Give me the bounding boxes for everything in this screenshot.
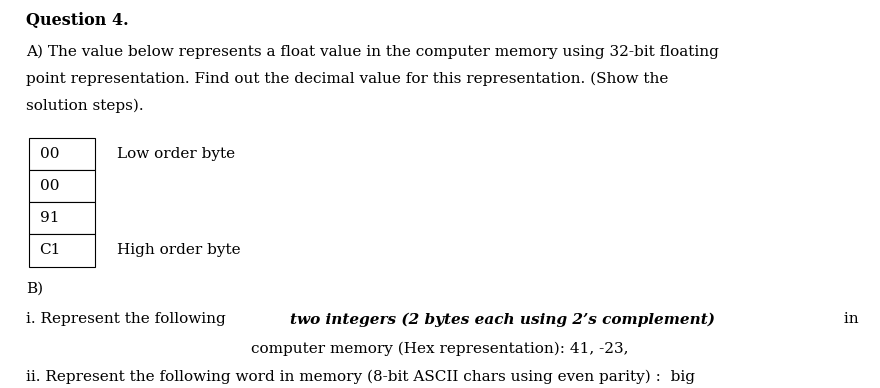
Bar [29,138,95,170]
Text: point representation. Find out the decimal value for this representation. (Show : point representation. Find out the decim… [26,72,669,86]
Text: computer memory (Hex representation): 41, -23,: computer memory (Hex representation): 41… [252,341,628,356]
Text: A) The value below represents a float value in the computer memory using 32-bit : A) The value below represents a float va… [26,45,719,59]
Bar [29,234,95,267]
Text: ii. Represent the following word in memory (8-bit ASCII chars using even parity): ii. Represent the following word in memo… [26,369,695,384]
Text: Low order byte: Low order byte [117,147,235,161]
Text: solution steps).: solution steps). [26,99,144,113]
Bar [29,170,95,202]
Text: in: in [839,312,859,326]
Text: 91: 91 [40,211,59,225]
Text: 00: 00 [40,147,59,161]
Text: i. Represent the following: i. Represent the following [26,312,231,326]
Text: High order byte: High order byte [117,243,240,258]
Text: Question 4.: Question 4. [26,12,129,29]
Text: C1: C1 [40,243,61,258]
Bar [29,202,95,234]
Text: B): B) [26,281,43,295]
Text: 00: 00 [40,179,59,193]
Text: two integers (2 bytes each using 2’s complement): two integers (2 bytes each using 2’s com… [290,312,715,327]
